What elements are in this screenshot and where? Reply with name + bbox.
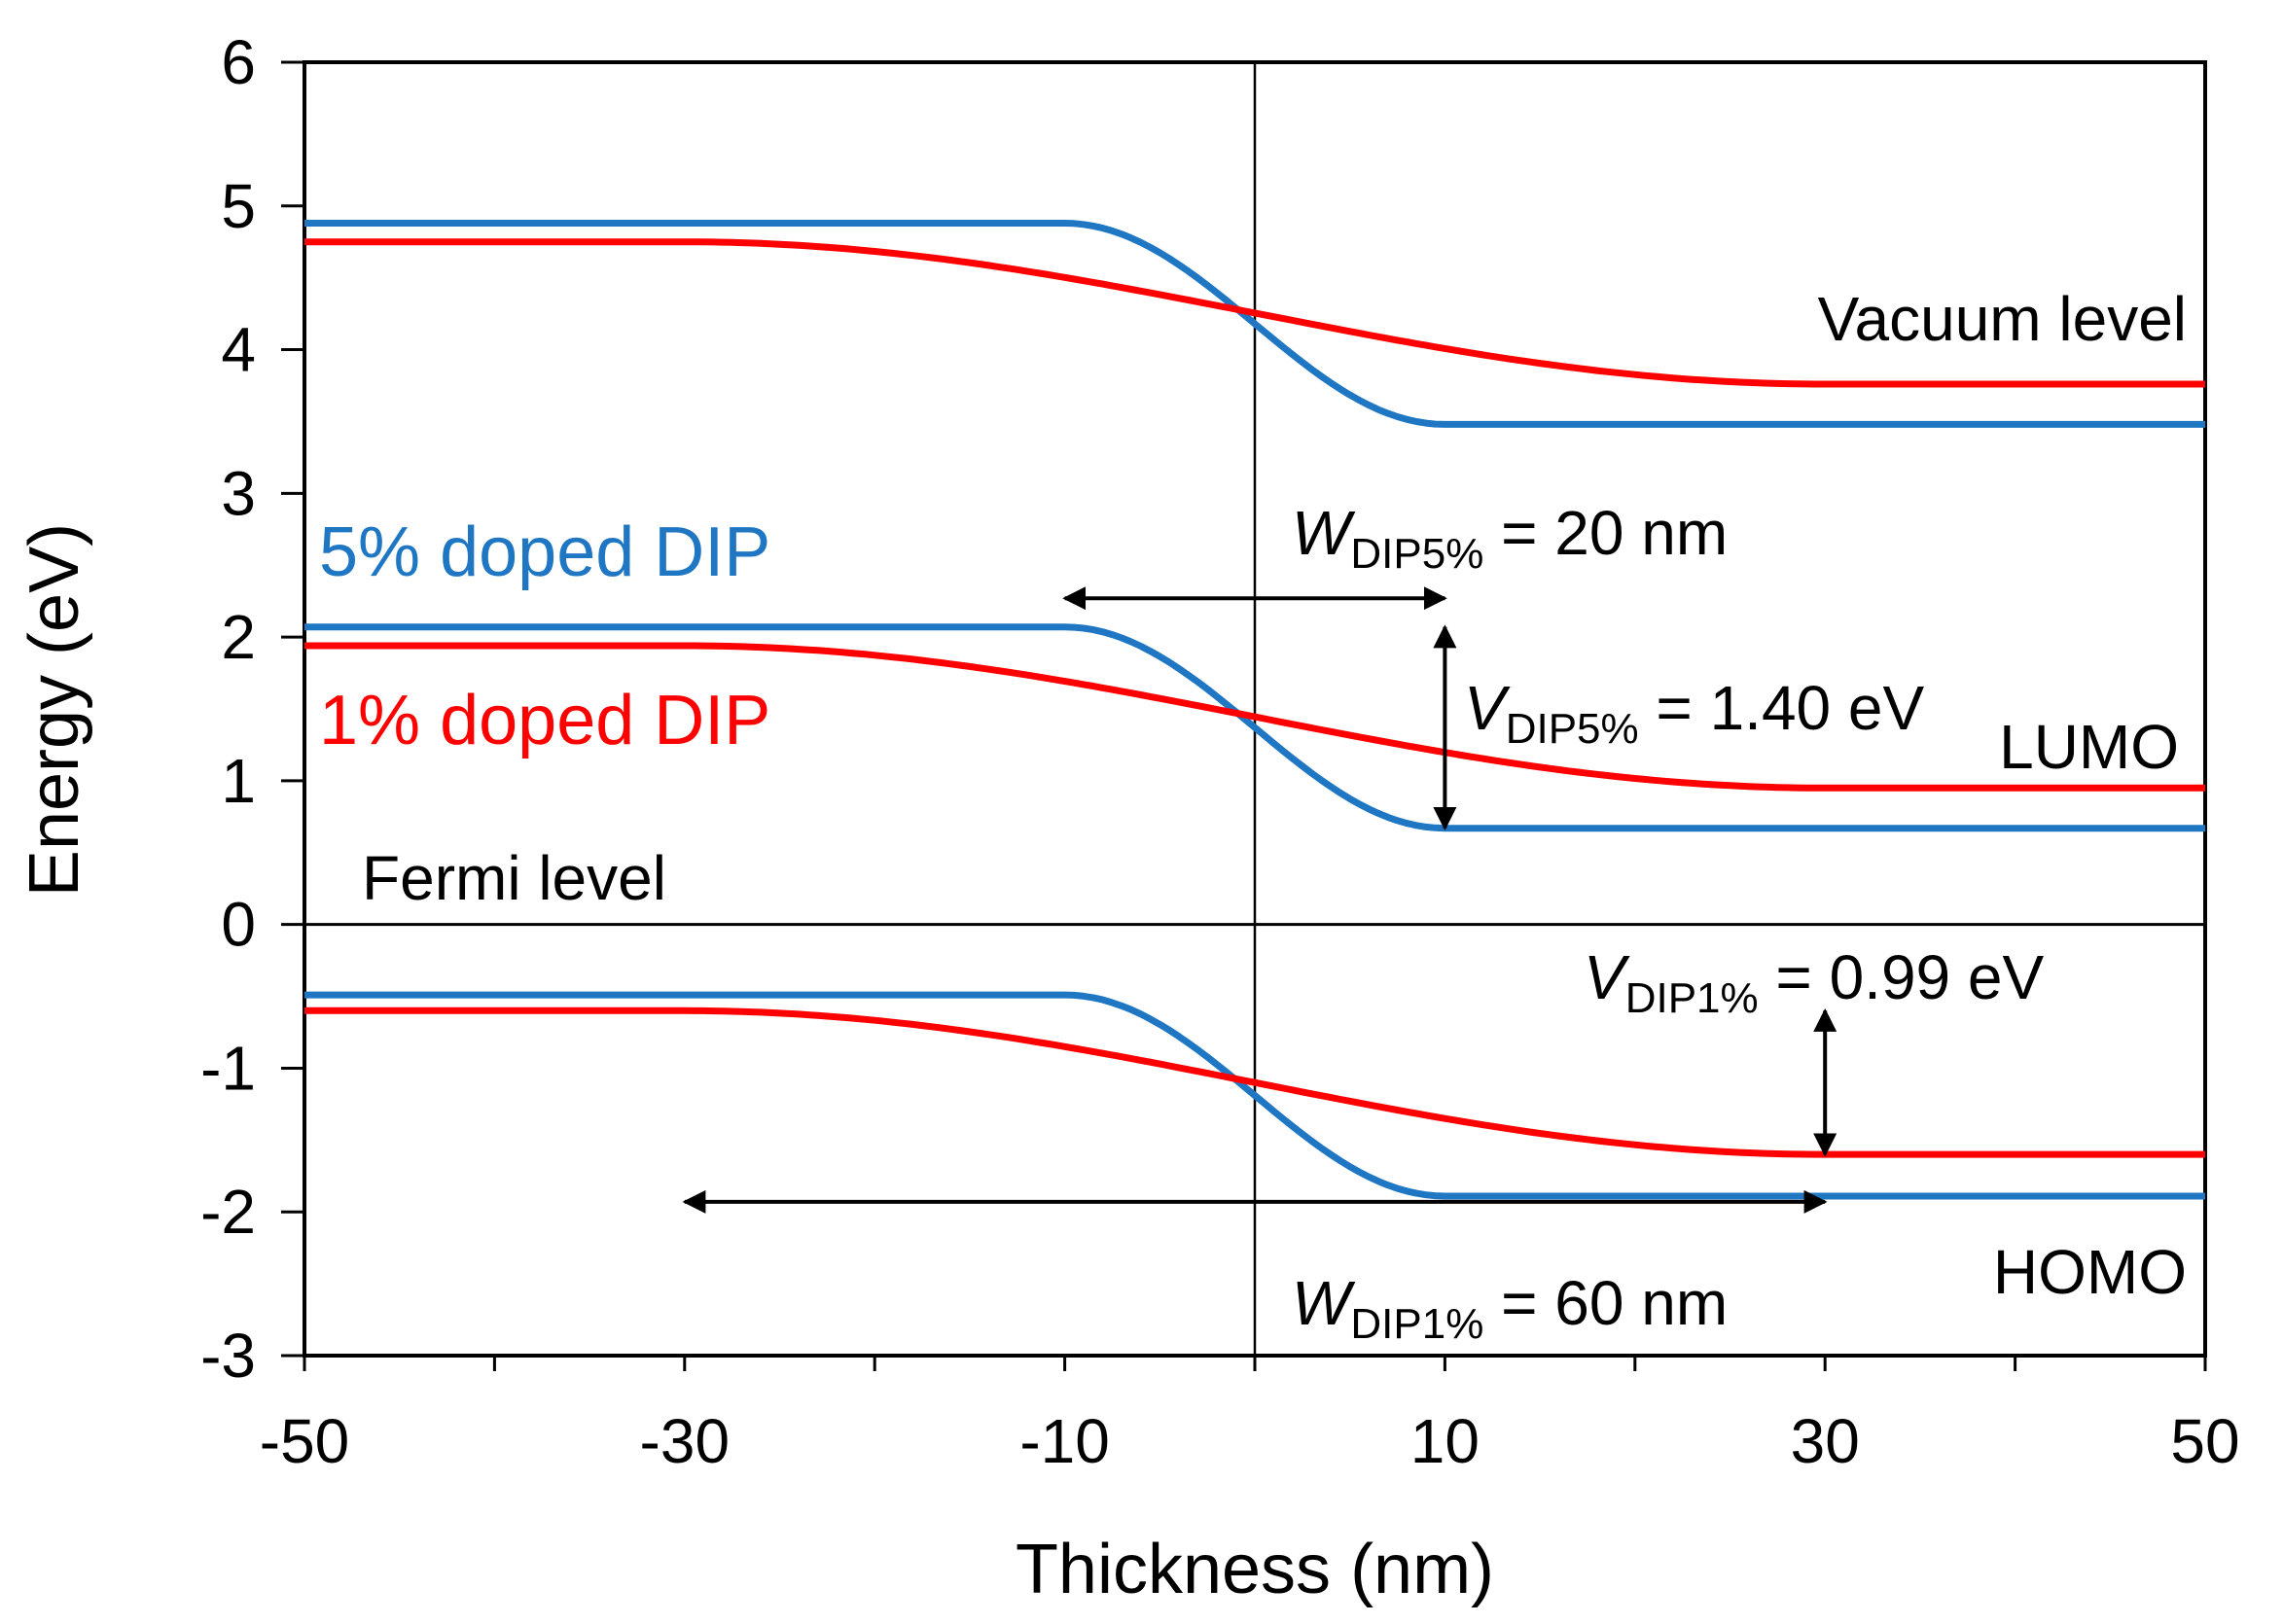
v-dip5-label: VDIP5% = 1.40 eV: [1464, 673, 1925, 753]
y-tick-label: -3: [200, 1321, 256, 1391]
energy-band-chart: -3-2-10123456-50 -30 -10 10 30 50 Thickness (…: [0, 0, 2283, 1624]
y-tick-label: 6: [221, 27, 256, 97]
x-tick-label: 30: [1791, 1406, 1860, 1476]
homo-label: HOMO: [1993, 1237, 2187, 1307]
v-dip5-value: = 1.40 eV: [1639, 673, 1925, 743]
y-tick-label: 2: [221, 602, 256, 672]
w-dip5-var: W: [1292, 498, 1356, 568]
x-axis-title: Thickness (nm): [1016, 1531, 1494, 1608]
x-tick-label: -50: [260, 1406, 350, 1476]
w-dip5-label: WDIP5% = 20 nm: [1292, 498, 1728, 578]
vacuum-level-label: Vacuum level: [1818, 284, 2187, 354]
w-dip1-value: = 60 nm: [1483, 1268, 1728, 1338]
x-tick-label: 50: [2170, 1406, 2239, 1476]
v-dip1-value: = 0.99 eV: [1759, 942, 2045, 1012]
w-dip5-sub: DIP5%: [1350, 530, 1483, 578]
y-tick-label: 0: [221, 890, 256, 960]
y-tick-label: 4: [221, 315, 256, 385]
lumo-label: LUMO: [1999, 712, 2179, 782]
v-dip1-label: VDIP1% = 0.99 eV: [1584, 942, 2045, 1022]
fermi-level-label: Fermi level: [362, 843, 666, 913]
legend-5pct-doped-dip: 5% doped DIP: [319, 513, 770, 591]
y-tick-label: 1: [221, 746, 256, 816]
x-tick-label: 10: [1410, 1406, 1480, 1476]
w-dip1-sub: DIP1%: [1350, 1300, 1483, 1348]
w-dip5-value: = 20 nm: [1483, 498, 1728, 568]
w-dip1-var: W: [1292, 1268, 1356, 1338]
y-axis-title: Energy (eV): [16, 523, 93, 897]
x-tick-label: -10: [1019, 1406, 1110, 1476]
v-dip1-var: V: [1584, 942, 1630, 1012]
y-tick-label: 3: [221, 458, 256, 528]
v-dip1-sub: DIP1%: [1625, 974, 1759, 1022]
y-tick-label: -2: [200, 1177, 256, 1247]
y-tick-label: -1: [200, 1033, 256, 1103]
v-dip5-var: V: [1464, 673, 1511, 743]
y-tick-label: 5: [221, 171, 256, 241]
x-tick-label: -30: [640, 1406, 731, 1476]
legend-1pct-doped-dip: 1% doped DIP: [319, 682, 770, 759]
w-dip1-label: WDIP1% = 60 nm: [1292, 1268, 1728, 1348]
v-dip5-sub: DIP5%: [1506, 705, 1639, 753]
